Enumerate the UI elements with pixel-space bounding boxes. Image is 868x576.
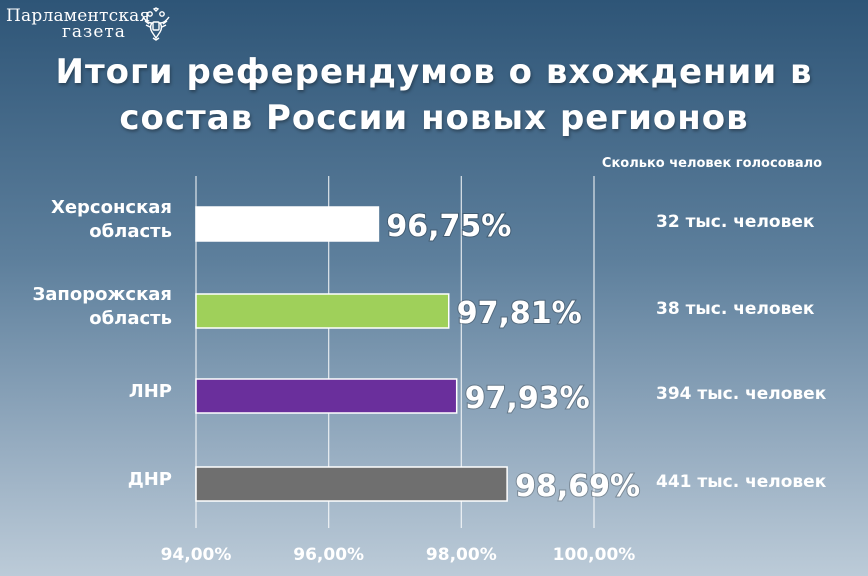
logo-text-line2: газета bbox=[62, 22, 126, 42]
bar bbox=[195, 206, 380, 242]
votes-count-label: 32 тыс. человек bbox=[656, 212, 815, 232]
logo-text-line1: Парламентская bbox=[6, 6, 151, 26]
x-tick-label: 98,00% bbox=[426, 545, 497, 565]
category-label: ЛНР bbox=[129, 380, 172, 404]
bar bbox=[195, 466, 508, 502]
category-label-line: ДНР bbox=[127, 469, 172, 490]
category-label-line: Херсонская bbox=[50, 197, 172, 218]
category-label: Запорожская область bbox=[33, 283, 173, 331]
category-label: ДНР bbox=[128, 468, 172, 492]
votes-column-header: Сколько человек голосовало bbox=[601, 156, 823, 171]
bar bbox=[195, 378, 458, 414]
bar bbox=[195, 293, 450, 329]
bar-value-label: 97,93% bbox=[465, 381, 590, 416]
bar-value-label: 97,81% bbox=[457, 296, 582, 331]
double-headed-eagle-icon bbox=[142, 7, 170, 41]
category-label-line: ЛНР bbox=[128, 381, 172, 402]
chart-title-line1: Итоги референдумов о вхождении в bbox=[55, 52, 813, 92]
chart-title-line2: состав России новых регионов bbox=[119, 98, 749, 138]
category-label-line: область bbox=[89, 221, 172, 242]
votes-count-label: 38 тыс. человек bbox=[656, 299, 815, 319]
votes-count-label: 441 тыс. человек bbox=[656, 472, 827, 492]
bar-value-label: 98,69% bbox=[515, 469, 640, 504]
category-label: Херсонская область bbox=[51, 196, 172, 244]
x-tick-label: 94,00% bbox=[161, 545, 232, 565]
votes-count-label: 394 тыс. человек bbox=[656, 384, 827, 404]
bar-value-label: 96,75% bbox=[386, 209, 511, 244]
logo: Парламентская газета bbox=[6, 4, 176, 44]
x-tick-label: 96,00% bbox=[293, 545, 364, 565]
x-tick-label: 100,00% bbox=[553, 545, 636, 565]
category-label-line: область bbox=[89, 308, 172, 329]
category-label-line: Запорожская bbox=[32, 284, 173, 305]
